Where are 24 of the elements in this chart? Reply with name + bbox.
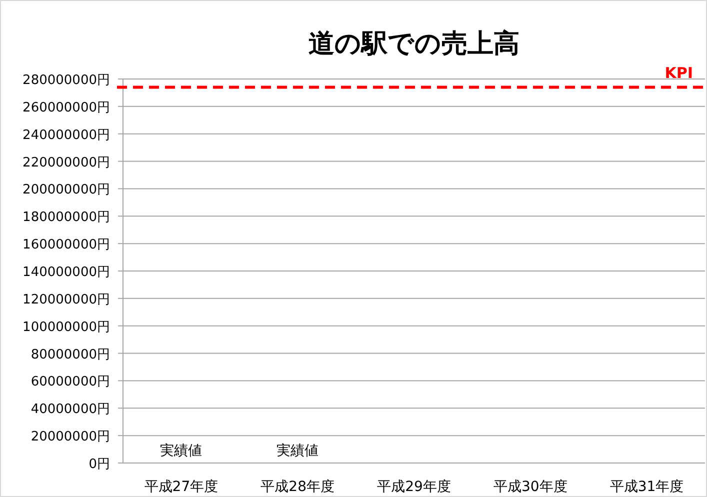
y-tick-label: 0円: [88, 457, 110, 472]
data-label: 実績値: [276, 443, 319, 459]
data-label: 実績値: [160, 443, 202, 459]
y-tick-label: 180000000円: [22, 210, 110, 226]
y-tick-label: 220000000円: [22, 155, 110, 170]
y-tick-label: 140000000円: [22, 265, 110, 280]
x-tick-label: 平成28年度: [260, 479, 335, 495]
x-tick-label: 平成30年度: [493, 479, 568, 495]
y-tick-label: 40000000円: [30, 402, 110, 418]
y-tick-label: 80000000円: [30, 347, 110, 362]
y-tick-label: 280000000円: [22, 73, 110, 88]
y-tick-label: 100000000円: [22, 320, 110, 335]
y-tick-label: 200000000円: [22, 182, 110, 198]
y-tick-label: 240000000円: [22, 128, 110, 143]
y-tick-label: 20000000円: [30, 430, 110, 445]
chart-title: 道の駅での売上高: [308, 29, 520, 59]
x-tick-label: 平成29年度: [377, 479, 451, 495]
x-tick-label: 平成31年度: [610, 479, 684, 495]
x-tick-label: 平成27年度: [144, 479, 218, 495]
y-tick-label: 120000000円: [22, 292, 110, 308]
y-tick-label: 160000000円: [22, 238, 110, 253]
ref-line-label: KPI: [664, 64, 693, 82]
y-tick-label: 60000000円: [30, 374, 110, 390]
y-tick-label: 260000000円: [22, 100, 110, 116]
